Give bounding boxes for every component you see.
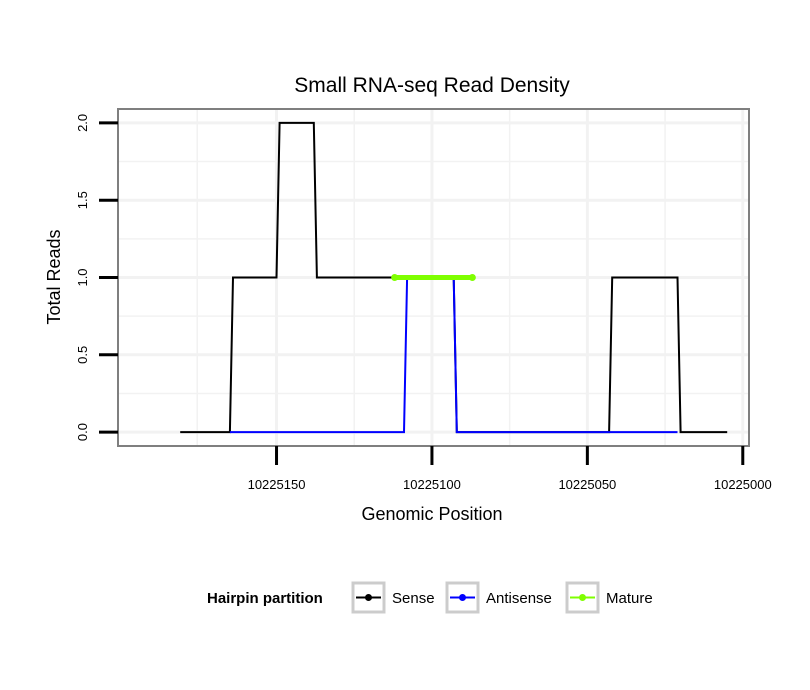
y-tick-label: 1.5 <box>75 191 90 209</box>
legend-label: Sense <box>392 590 435 607</box>
legend-key-point <box>579 594 586 601</box>
x-tick-label: 10225150 <box>248 477 306 492</box>
y-axis-label: Total Reads <box>44 229 64 324</box>
legend-title: Hairpin partition <box>207 590 323 607</box>
y-tick-label: 1.0 <box>75 268 90 286</box>
y-axis: 0.0 0.5 1.0 1.5 2.0 <box>75 114 118 441</box>
x-axis-label: Genomic Position <box>361 504 502 524</box>
legend: Hairpin partition Sense Antisense Mature <box>207 581 653 614</box>
x-tick-label: 10225100 <box>403 477 461 492</box>
y-tick-label: 0.0 <box>75 423 90 441</box>
legend-label: Antisense <box>486 590 552 607</box>
x-axis: 10225150 10225100 10225050 10225000 <box>248 446 772 492</box>
series-line-antisense <box>229 276 678 434</box>
chart-title: Small RNA-seq Read Density <box>294 74 570 97</box>
legend-key-point <box>459 594 466 601</box>
y-tick-label: 0.5 <box>75 346 90 364</box>
data-point-mature <box>391 274 399 281</box>
x-tick-label: 10225050 <box>558 477 616 492</box>
y-tick-label: 2.0 <box>75 114 90 132</box>
x-tick-label: 10225000 <box>714 477 772 492</box>
data-point-mature <box>468 274 476 281</box>
series-layer <box>180 121 728 434</box>
legend-label: Mature <box>606 590 653 607</box>
legend-key-point <box>365 594 372 601</box>
